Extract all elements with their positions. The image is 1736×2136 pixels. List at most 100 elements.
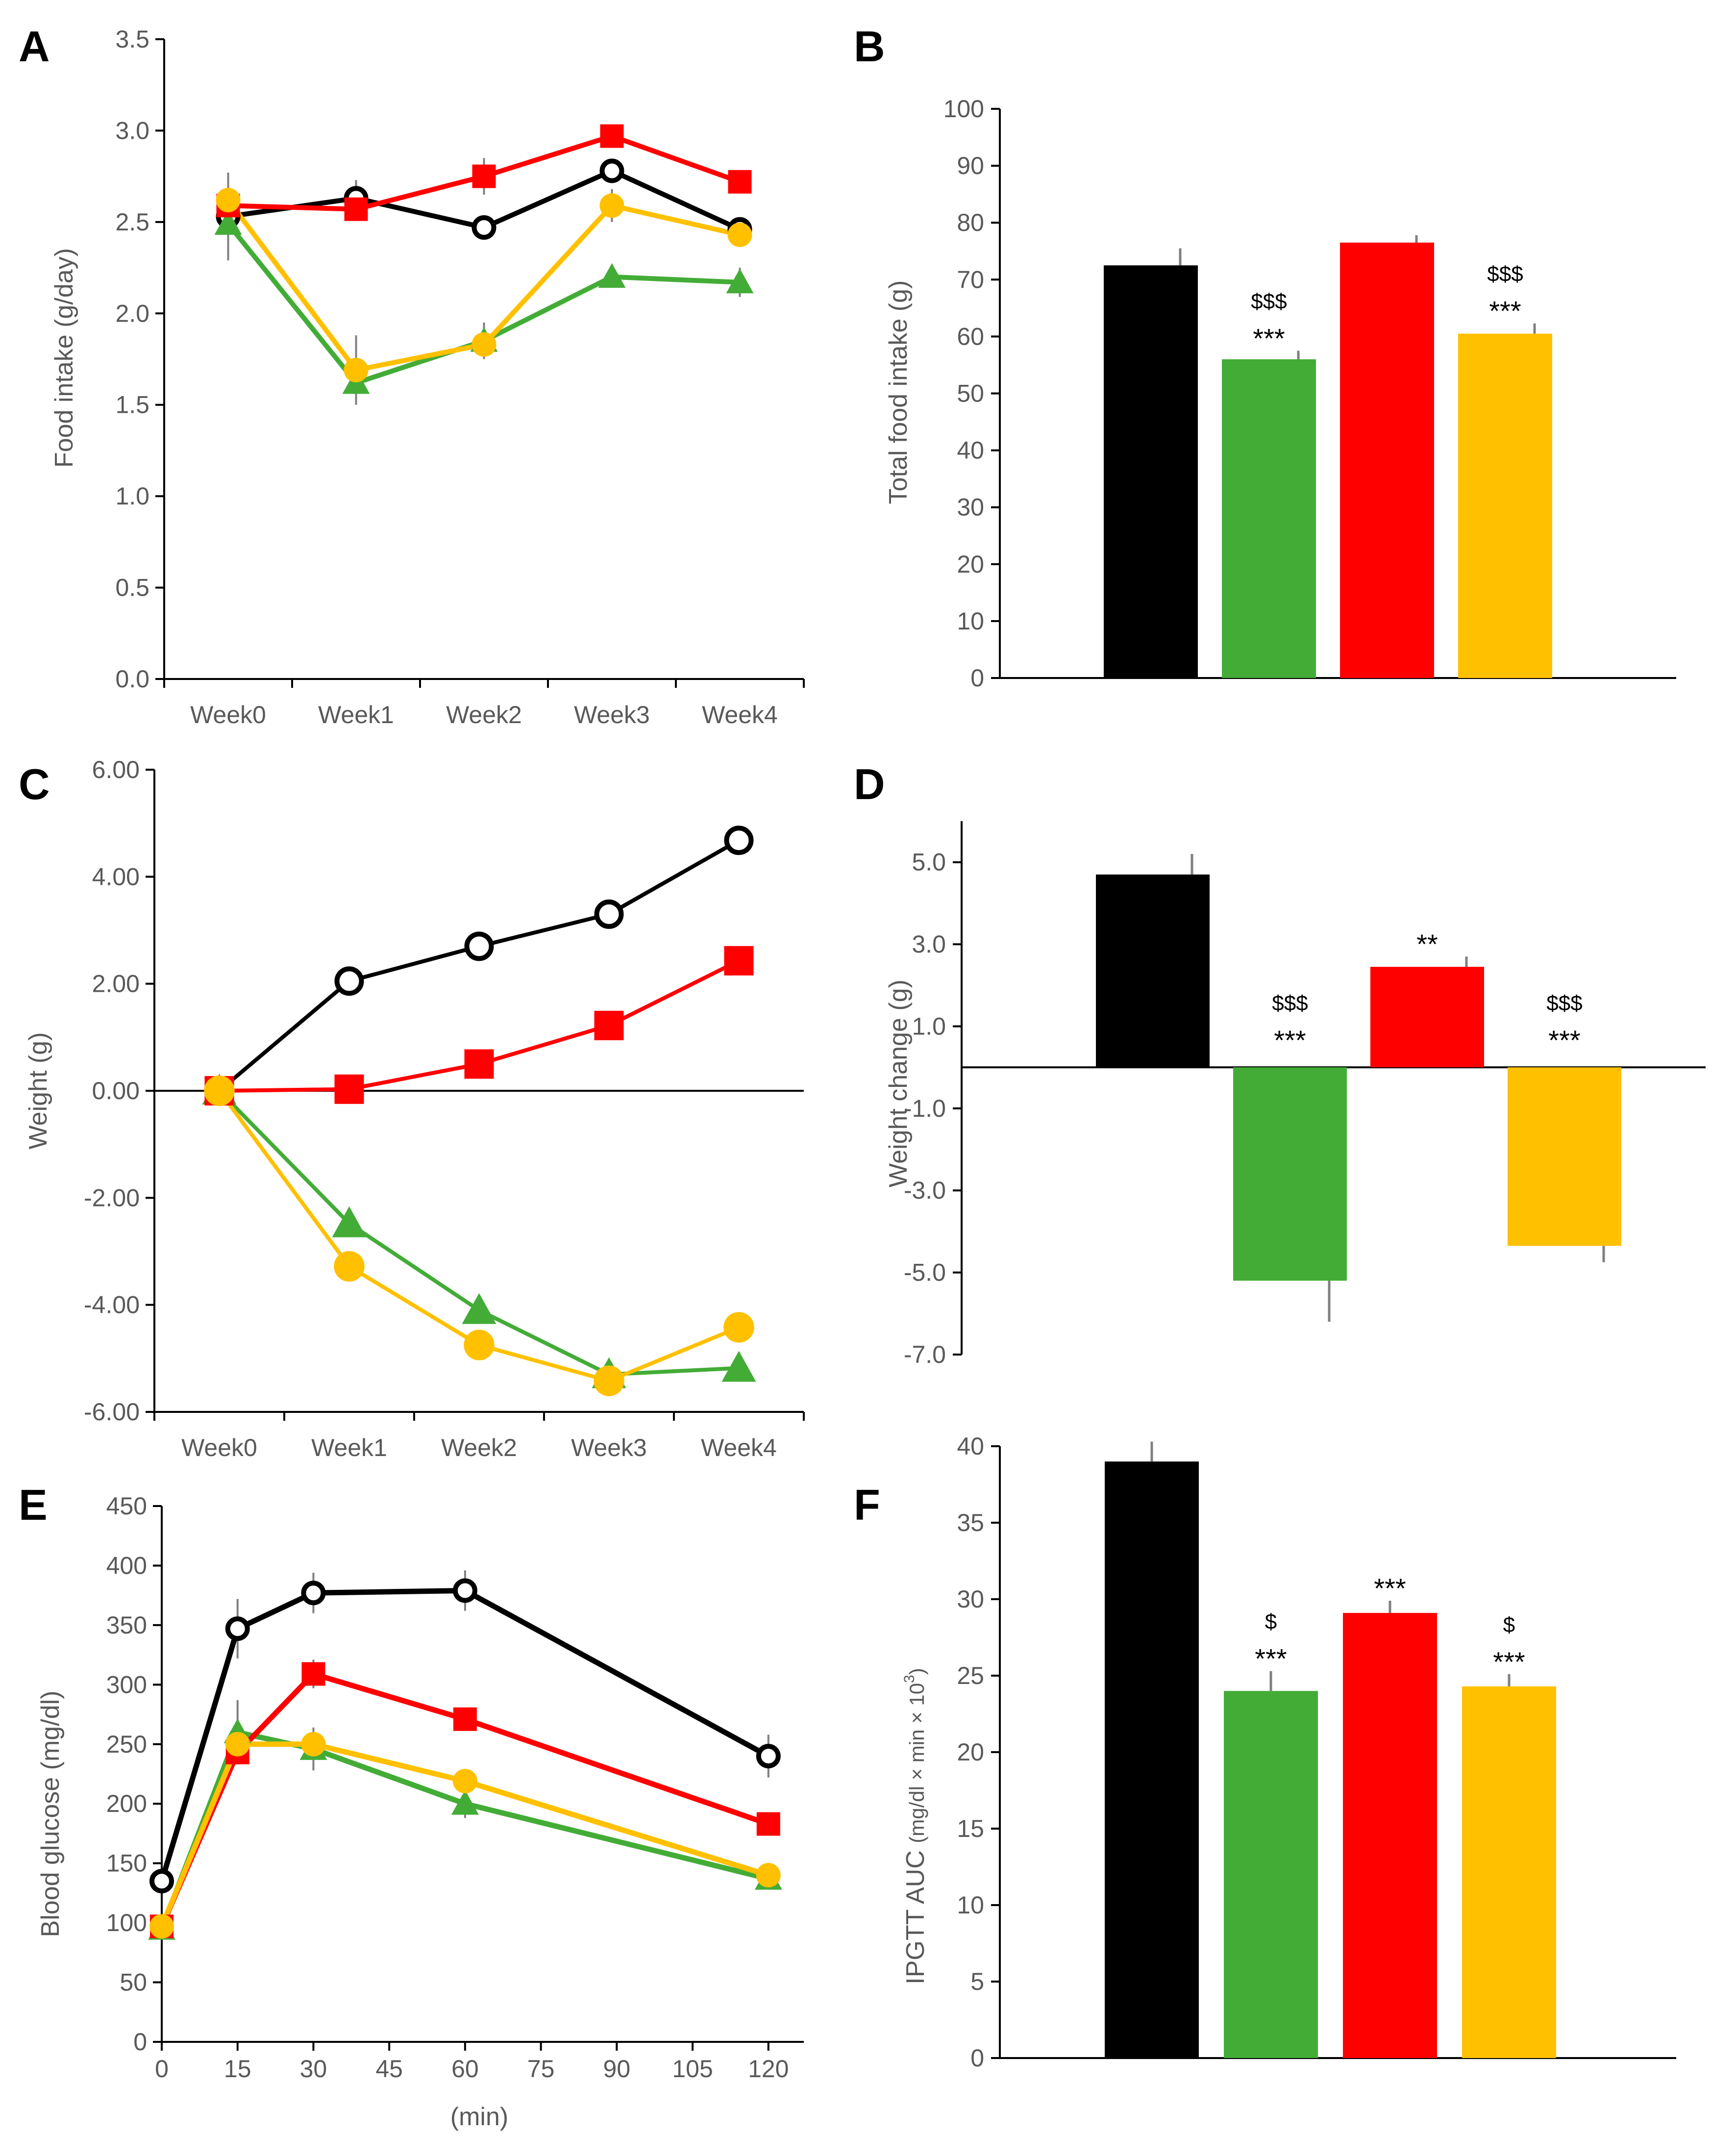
panel-e-point-red (453, 1707, 477, 1731)
panel-e-x-tick-label: 105 (672, 2055, 713, 2083)
panel-c-point-green (721, 1351, 756, 1382)
panel-c-y-tick-label: 2.00 (92, 970, 140, 998)
panel-d-y-tick-label: 1.0 (912, 1012, 946, 1040)
panel-f-bar-green (1224, 1691, 1318, 2058)
panel-f-y-tick-label: 15 (957, 1815, 984, 1842)
panel-c-point-control (464, 931, 494, 961)
panel-a-y-tick-label: 0.5 (115, 574, 149, 602)
panel-a-point-red (600, 124, 624, 148)
panel-a-point-red (472, 164, 496, 188)
panel-e-point-control (225, 1616, 250, 1641)
panel-b-y-tick-label: 70 (957, 266, 984, 293)
panel-c-point-red (464, 1049, 494, 1079)
panel-a-x-tick-label: Week1 (318, 701, 394, 729)
panel-letter-a: A (19, 22, 50, 71)
panel-e-y-tick-label: 200 (106, 1790, 147, 1817)
panel-f-y-title: IPGTT AUC (mg/dl × min × 103) (901, 1668, 930, 1985)
panel-c-point-control (724, 826, 754, 855)
panel-f-y-title-sup: 3 (901, 1675, 918, 1683)
panel-a-point-green (726, 268, 754, 294)
panel-a-point-red (728, 170, 752, 194)
panel-b-y-tick-label: 40 (957, 437, 984, 464)
panel-a-point-green (214, 210, 242, 235)
panel-c-y-tick-label: 6.00 (92, 756, 140, 783)
panel-d-y-tick-label: -7.0 (904, 1341, 946, 1368)
panel-e-point-yellow (756, 1862, 781, 1887)
panel-f-y-title-unit: (mg/dl × min × 10 (905, 1683, 928, 1843)
panel-e-x-tick-label: 0 (155, 2055, 169, 2083)
panel-d-significance-dollar: $$$ (1546, 991, 1582, 1015)
panel-a-point-yellow (599, 193, 624, 218)
panel-f-y-tick-label: 40 (957, 1432, 984, 1460)
panel-a-point-green (598, 263, 626, 288)
panel-c-y-tick-label: 0.00 (92, 1077, 140, 1105)
panel-c-x-tick-label: Week1 (311, 1434, 387, 1461)
panel-b-significance-dollar: $$$ (1487, 262, 1523, 286)
panel-a-y-tick-label: 2.0 (115, 300, 149, 327)
panel-d-significance-stars: *** (1548, 1025, 1580, 1055)
panel-e-x-tick-label: 15 (224, 2055, 251, 2083)
panel-f-y-tick-label: 0 (970, 2044, 984, 2072)
panel-e-y-tick-label: 350 (106, 1611, 147, 1639)
panel-f-significance-dollar: $ (1503, 1613, 1515, 1637)
panel-b-y-tick-label: 30 (957, 494, 984, 521)
panel-e-point-control (149, 1869, 174, 1894)
panel-c-point-control (594, 899, 624, 929)
panel-e-y-tick-label: 300 (106, 1671, 147, 1698)
panel-e-point-yellow (149, 1914, 174, 1939)
panel-d-bar-control (1096, 874, 1210, 1068)
panel-a-x-tick-label: Week4 (702, 701, 778, 729)
panel-e-point-red (301, 1662, 325, 1686)
panel-c-x-tick-label: Week2 (441, 1434, 517, 1461)
panel-a-y-tick-label: 1.0 (115, 482, 149, 510)
panel-e-y-tick-label: 150 (106, 1850, 147, 1877)
panel-f-bar-yellow (1462, 1686, 1556, 2058)
panel-f-y-title-spacer (901, 1843, 930, 1850)
panel-a-x-tick-label: Week3 (574, 701, 650, 729)
panel-e-x-tick-label: 45 (375, 2055, 403, 2083)
panel-a-y-tick-label: 0.0 (115, 665, 149, 693)
panel-b-y-tick-label: 100 (943, 95, 984, 123)
panel-c-y-tick-label: -6.00 (84, 1398, 140, 1426)
panel-b-significance-stars: *** (1489, 296, 1521, 327)
panel-d-significance-stars: *** (1274, 1025, 1306, 1055)
panel-f-y-tick-label: 25 (957, 1662, 984, 1689)
panel-c-y-tick-label: -4.00 (84, 1291, 140, 1319)
panel-f-y-title-close: ) (905, 1668, 928, 1675)
panel-b-bar-yellow (1458, 333, 1552, 678)
panel-e-x-tick-label: 90 (603, 2055, 631, 2083)
panel-c-point-red (724, 946, 754, 976)
panel-a-point-red (344, 197, 368, 221)
panel-f-y-tick-label: 35 (957, 1509, 984, 1536)
panel-e-y-tick-label: 0 (133, 2028, 147, 2056)
panel-d-y-tick-label: -1.0 (904, 1095, 946, 1122)
panel-c-x-tick-label: Week4 (701, 1434, 777, 1461)
panel-f-y-title-main: IPGTT AUC (901, 1850, 930, 1985)
panel-a-point-control (471, 215, 496, 240)
panel-a-x-tick-label: Week2 (446, 701, 522, 729)
panel-c-y-tick-label: -2.00 (84, 1184, 140, 1211)
panel-d-y-tick-label: -3.0 (904, 1177, 946, 1204)
panel-e-y-tick-label: 400 (106, 1552, 147, 1579)
panel-d-y-tick-label: 3.0 (912, 930, 946, 958)
panel-e-y-tick-label: 250 (106, 1731, 147, 1758)
panel-letter-c: C (19, 760, 50, 808)
panel-a-point-yellow (216, 188, 241, 213)
panel-e-x-tick-label: 30 (300, 2055, 327, 2083)
panel-e-x-title: (min) (450, 2103, 508, 2131)
panel-f-significance-stars: *** (1493, 1646, 1525, 1677)
panel-e-point-yellow (225, 1732, 250, 1757)
panel-letter-f: F (854, 1481, 880, 1529)
panel-b-y-title: Total food intake (g) (884, 280, 913, 504)
panel-d-y-tick-label: 5.0 (912, 849, 946, 876)
panel-c-point-red (594, 1010, 624, 1040)
panel-d-bar-yellow (1508, 1067, 1621, 1246)
panel-d-significance-dollar: $$$ (1272, 991, 1308, 1015)
panel-c-point-yellow (334, 1251, 365, 1282)
panel-f-y-tick-label: 10 (957, 1891, 984, 1919)
panel-letter-d: D (854, 760, 885, 808)
panel-b-significance-dollar: $$$ (1251, 289, 1287, 313)
panel-e-point-yellow (452, 1769, 477, 1794)
panel-e-x-tick-label: 60 (451, 2055, 479, 2083)
panel-e-point-red (756, 1812, 780, 1836)
